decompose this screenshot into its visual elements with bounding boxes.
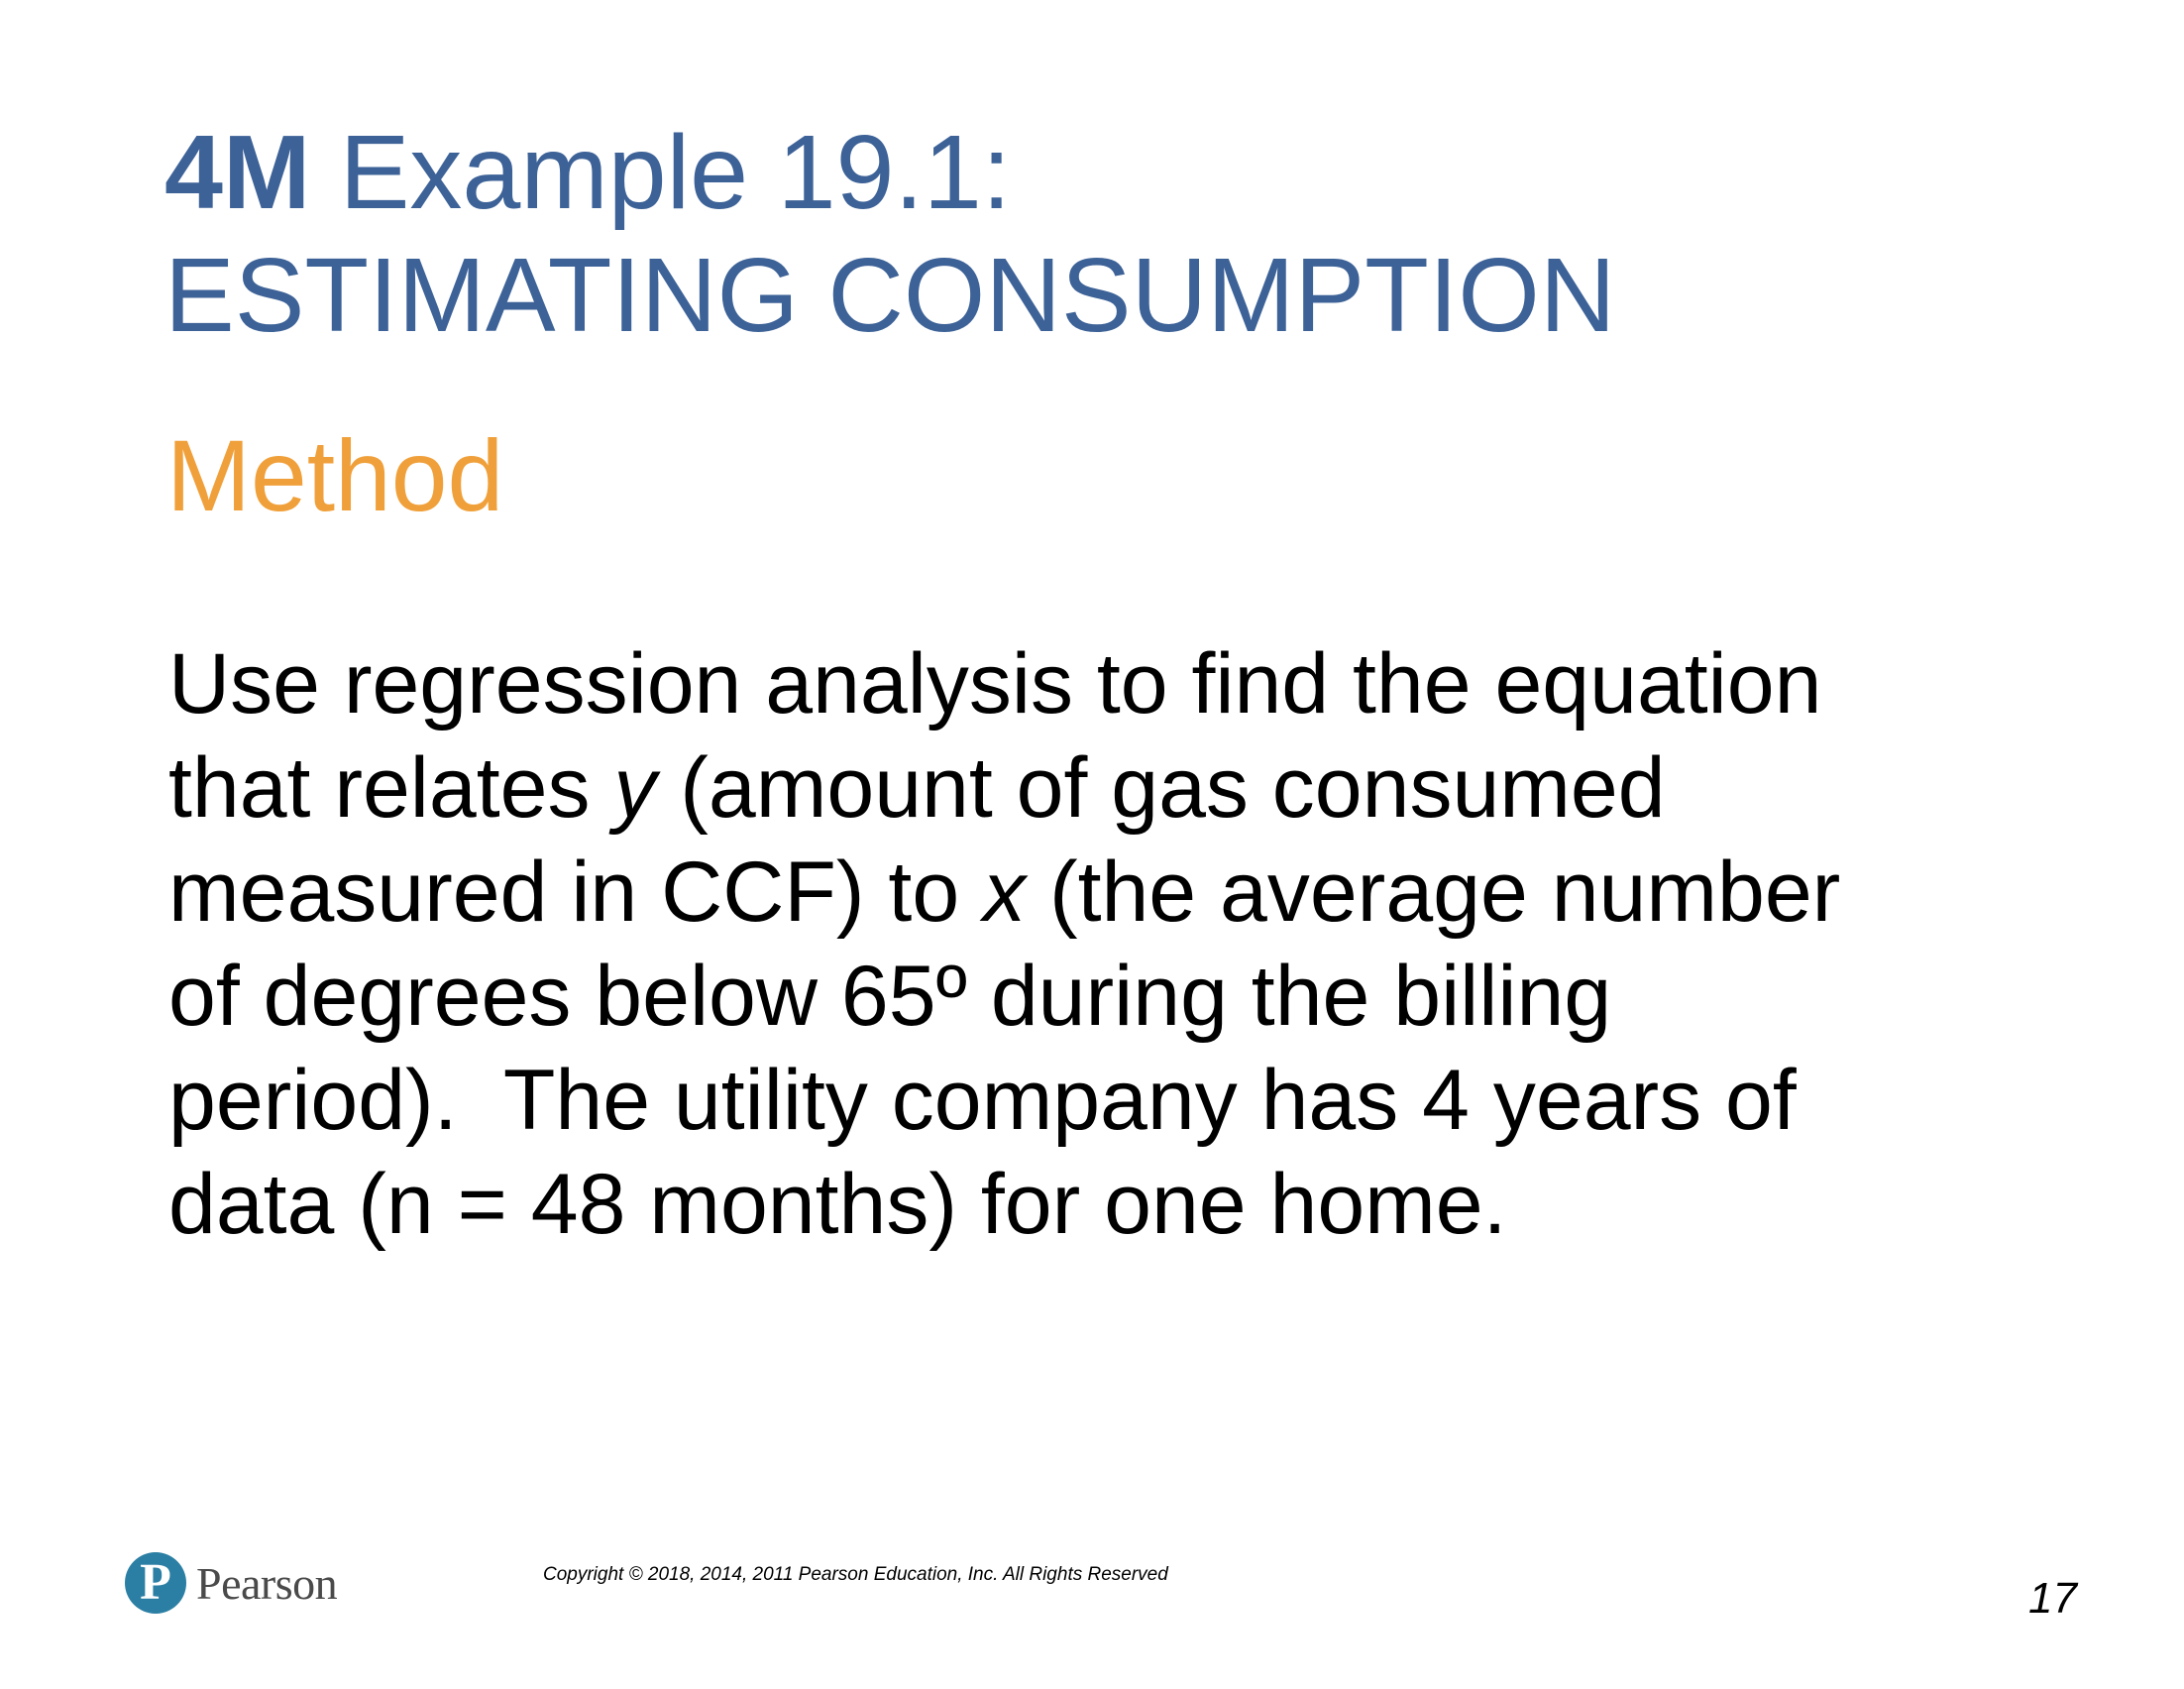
section-heading: Method [166, 419, 504, 532]
body-line-2-end: (amount of gas consumed [656, 740, 1666, 836]
slide-title: 4M Example 19.1: ESTIMATING CONSUMPTION [164, 111, 1615, 357]
body-line-3: measured in CCF) to x (the average numbe… [168, 841, 2091, 945]
title-line1-rest: Example 19.1: [310, 114, 1012, 231]
body-line-3-end: (the average number [1026, 844, 1841, 940]
body-line-1: Use regression analysis to find the equa… [168, 636, 1822, 732]
body-line-2-start: that relates [168, 740, 614, 836]
title-line2: ESTIMATING CONSUMPTION [164, 237, 1616, 354]
body-paragraph: Use regression analysis to find the equa… [168, 632, 2091, 1257]
pearson-logo: P Pearson [125, 1552, 338, 1614]
pearson-wordmark: Pearson [196, 1557, 338, 1609]
page-number: 17 [2028, 1574, 2077, 1623]
variable-x: x [983, 844, 1027, 940]
body-line-6: data (n = 48 months) for one home. [168, 1157, 1507, 1252]
body-line-4: of degrees below 65º during the billing [168, 949, 1612, 1044]
body-line-5: period). The utility company has 4 years… [168, 1053, 1797, 1148]
body-line-3-start: measured in CCF) to [168, 844, 984, 940]
body-line-2: that relates y (amount of gas consumed [168, 736, 2091, 841]
copyright-notice: Copyright © 2018, 2014, 2011 Pearson Edu… [543, 1564, 1168, 1585]
variable-y: y [613, 740, 657, 836]
title-bold-prefix: 4M [164, 114, 311, 231]
pearson-p-icon: P [125, 1552, 186, 1614]
